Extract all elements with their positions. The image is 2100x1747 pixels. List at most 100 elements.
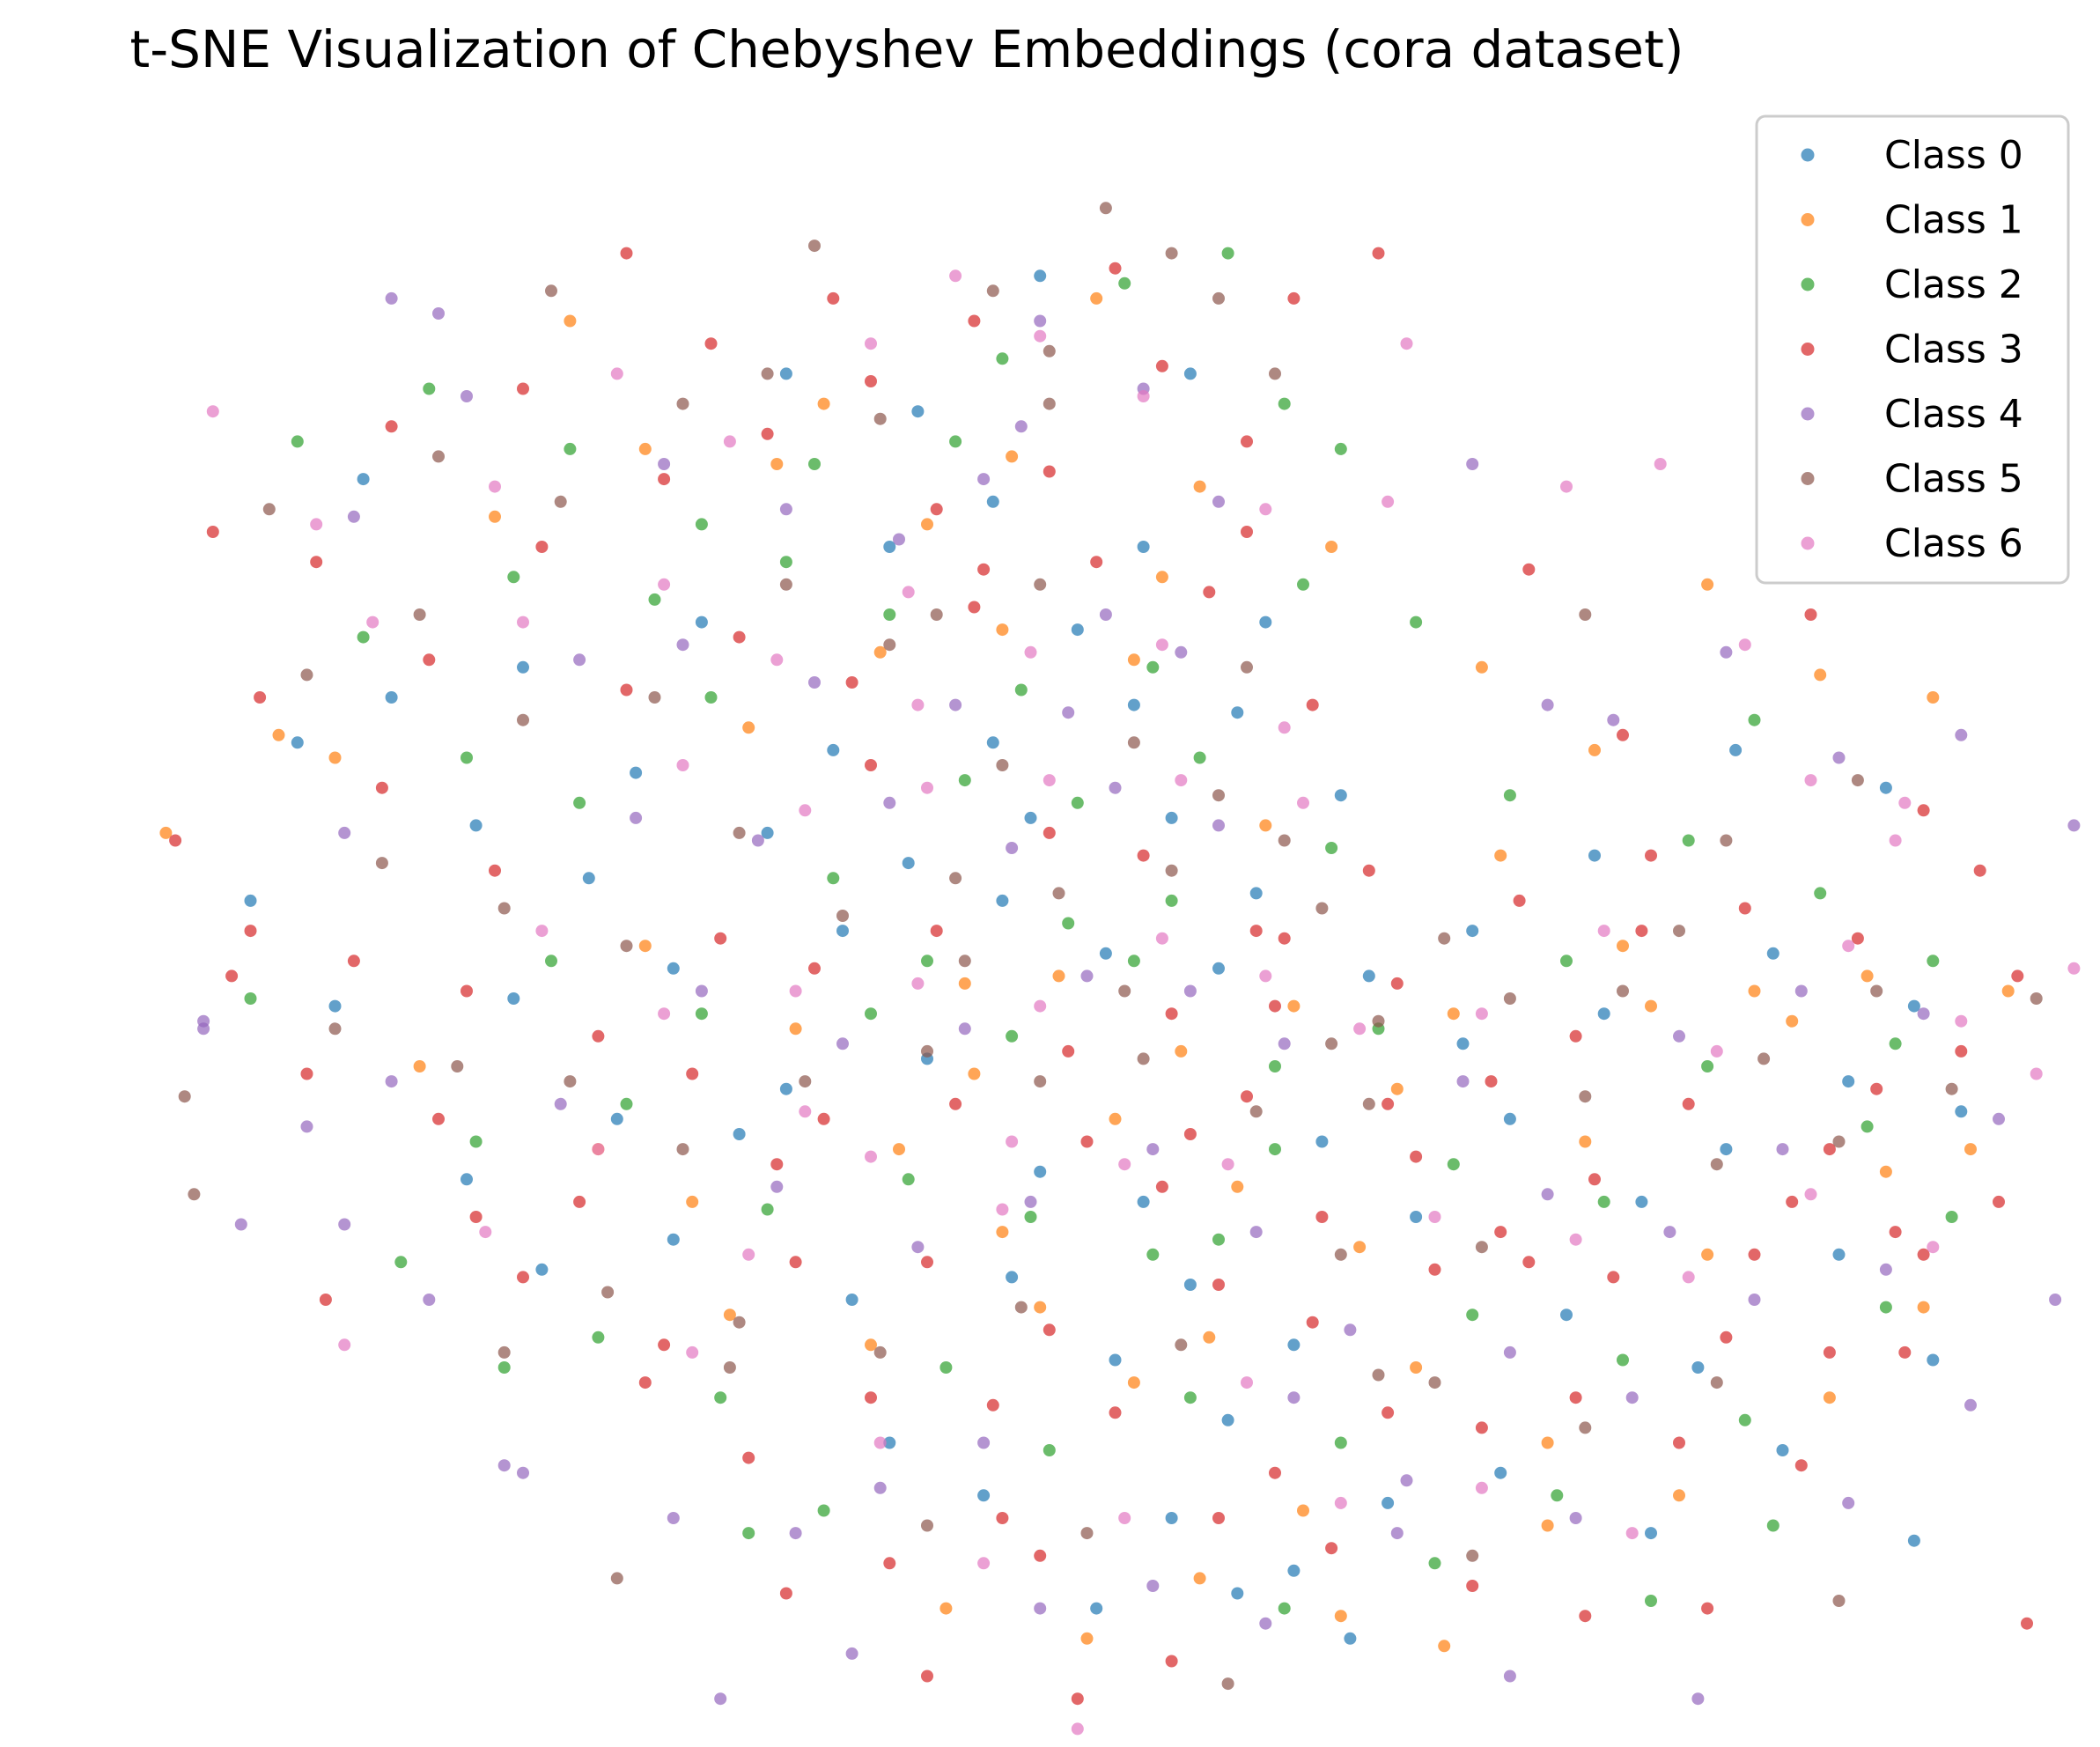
data-point-class-0 (779, 1082, 792, 1095)
data-point-class-3 (592, 1029, 605, 1043)
data-point-class-3 (2011, 969, 2024, 983)
data-point-class-0 (1109, 1353, 1122, 1367)
data-point-class-2 (1325, 842, 1338, 854)
data-point-class-6 (1804, 1188, 1817, 1201)
data-point-class-2 (704, 691, 718, 704)
legend-marker-class-4 (1801, 407, 1815, 421)
data-point-class-5 (432, 450, 445, 463)
data-point-class-0 (610, 1112, 623, 1125)
data-point-class-0 (507, 992, 520, 1005)
data-point-class-2 (1466, 1308, 1479, 1322)
data-point-class-4 (977, 473, 991, 486)
data-point-class-4 (695, 984, 708, 998)
data-point-class-3 (620, 683, 633, 697)
data-point-class-5 (733, 826, 746, 839)
data-point-class-2 (1551, 1489, 1564, 1502)
data-point-class-6 (911, 698, 925, 711)
data-point-class-3 (865, 1391, 877, 1404)
data-point-class-6 (517, 616, 529, 629)
data-point-class-5 (1870, 984, 1883, 998)
data-point-class-5 (1362, 1097, 1375, 1110)
data-point-class-1 (770, 458, 784, 470)
data-point-class-1 (1155, 571, 1168, 584)
legend-label-class-4: Class 4 (1884, 392, 2023, 437)
data-point-class-1 (723, 1308, 736, 1322)
data-point-class-2 (996, 352, 1009, 365)
data-point-class-6 (1278, 721, 1291, 734)
data-point-class-0 (1907, 999, 1920, 1013)
data-point-class-4 (977, 1436, 991, 1449)
data-point-class-5 (1175, 1338, 1188, 1352)
data-point-class-0 (1287, 1338, 1301, 1352)
data-point-class-5 (1475, 1241, 1488, 1254)
data-point-class-2 (497, 1361, 511, 1374)
data-point-class-2 (939, 1361, 953, 1374)
data-point-class-0 (1456, 1037, 1470, 1050)
data-point-class-5 (601, 1286, 615, 1299)
data-point-class-2 (1146, 660, 1160, 674)
data-point-class-3 (996, 1512, 1009, 1524)
data-point-class-4 (300, 1120, 313, 1133)
data-point-class-1 (1259, 819, 1272, 832)
data-point-class-4 (1062, 706, 1075, 719)
data-point-class-0 (1729, 743, 1743, 756)
data-point-class-4 (432, 307, 445, 320)
data-point-class-3 (1165, 1655, 1178, 1668)
data-point-class-1 (996, 623, 1009, 637)
data-point-class-3 (2021, 1617, 2033, 1630)
data-point-class-3 (225, 969, 239, 983)
data-point-class-3 (310, 556, 323, 569)
data-point-class-5 (799, 1075, 812, 1088)
data-point-class-1 (1410, 1361, 1423, 1374)
data-point-class-3 (1993, 1195, 2005, 1208)
data-point-class-3 (1382, 1097, 1395, 1110)
data-point-class-6 (1024, 645, 1037, 659)
data-point-class-3 (1917, 1248, 1930, 1261)
data-point-class-6 (1682, 1271, 1695, 1284)
legend-marker-class-3 (1801, 343, 1815, 356)
data-point-class-6 (1898, 796, 1912, 809)
data-point-class-5 (921, 1044, 933, 1058)
data-point-class-4 (1259, 1617, 1272, 1630)
data-point-class-1 (413, 1060, 426, 1073)
data-point-class-5 (761, 367, 774, 380)
data-point-class-2 (1062, 917, 1075, 930)
data-point-class-6 (1475, 1481, 1488, 1494)
data-point-class-0 (1221, 1413, 1234, 1426)
data-point-class-3 (1494, 1226, 1507, 1239)
data-point-class-5 (1466, 1549, 1479, 1562)
data-point-class-6 (610, 367, 623, 380)
data-point-class-6 (799, 804, 812, 817)
data-point-class-3 (949, 1097, 962, 1110)
data-point-class-3 (968, 601, 981, 614)
data-point-class-3 (1955, 1044, 1968, 1058)
data-point-class-5 (1334, 1248, 1347, 1261)
data-point-class-0 (902, 857, 915, 870)
data-point-class-4 (676, 638, 689, 652)
data-point-class-4 (1569, 1512, 1582, 1524)
data-point-class-2 (714, 1391, 727, 1404)
data-point-class-4 (1842, 1496, 1855, 1509)
data-point-class-2 (902, 1173, 915, 1186)
data-point-class-2 (592, 1331, 605, 1344)
data-point-class-5 (497, 902, 511, 915)
series-class-2 (244, 247, 1958, 1615)
data-point-class-5 (1034, 1075, 1047, 1088)
chart-title: t-SNE Visualization of Chebyshev Embeddi… (130, 19, 1684, 79)
data-point-class-2 (394, 1256, 408, 1269)
data-point-class-6 (1137, 390, 1150, 402)
data-point-class-2 (244, 992, 257, 1005)
data-point-class-1 (1287, 999, 1301, 1013)
data-point-class-3 (1043, 465, 1056, 478)
data-point-class-3 (921, 1256, 933, 1269)
data-point-class-1 (1917, 1301, 1930, 1314)
data-point-class-4 (497, 1459, 511, 1472)
data-point-class-6 (2030, 1067, 2043, 1080)
data-point-class-6 (1353, 1022, 1367, 1036)
data-point-class-2 (1560, 955, 1573, 968)
data-point-class-2 (1212, 1233, 1225, 1246)
data-point-class-1 (1861, 969, 1874, 983)
data-point-class-4 (751, 834, 764, 847)
data-point-class-4 (1099, 608, 1112, 621)
data-point-class-3 (1569, 1391, 1582, 1404)
